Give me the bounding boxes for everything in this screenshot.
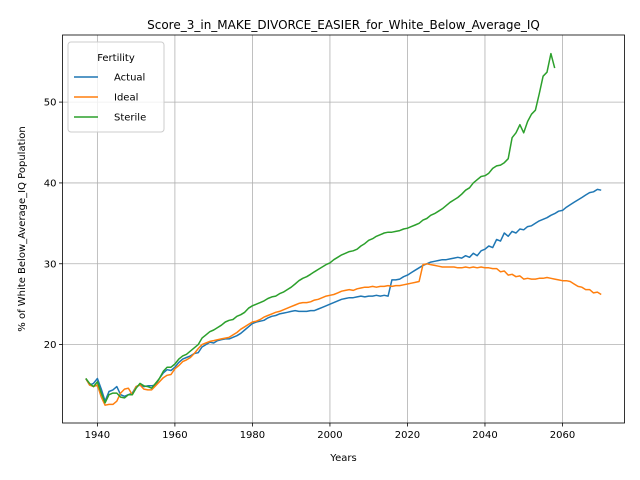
x-tick-label: 2020 (395, 430, 420, 441)
x-tick-label: 1980 (240, 430, 265, 441)
legend-label-sterile: Sterile (114, 113, 146, 124)
y-tick-label: 20 (44, 340, 57, 351)
y-axis-label: % of White Below_Average_IQ Population (17, 126, 28, 331)
plot-area (62, 34, 625, 424)
legend-box (67, 41, 165, 133)
legend-items: Actual Ideal Sterile (74, 73, 146, 124)
series-line-ideal (85, 263, 602, 406)
series-line-sterile (85, 52, 556, 404)
x-axis-label: Years (329, 453, 356, 464)
series-lines (85, 52, 602, 406)
legend-label-ideal: Ideal (114, 93, 138, 104)
series-line-actual (85, 188, 602, 402)
x-tick-label: 2040 (472, 430, 497, 441)
x-tick-label: 1960 (162, 430, 187, 441)
legend-label-actual: Actual (114, 73, 145, 84)
y-tick-label: 40 (44, 178, 57, 189)
y-tick-label: 50 (44, 98, 57, 109)
legend: Fertility Actual Ideal Sterile (67, 41, 165, 133)
x-tick-label: 2060 (550, 430, 575, 441)
legend-title: Fertility (97, 53, 135, 64)
x-tick-label: 2000 (317, 430, 342, 441)
chart-title: Score_3_in_MAKE_DIVORCE_EASIER_for_White… (147, 18, 540, 32)
y-tick-label: 30 (44, 259, 57, 270)
x-tick-label: 1940 (85, 430, 110, 441)
axis-ticks: 1940 1960 1980 2000 2020 2040 2060 20 30 40 50 (44, 98, 575, 441)
